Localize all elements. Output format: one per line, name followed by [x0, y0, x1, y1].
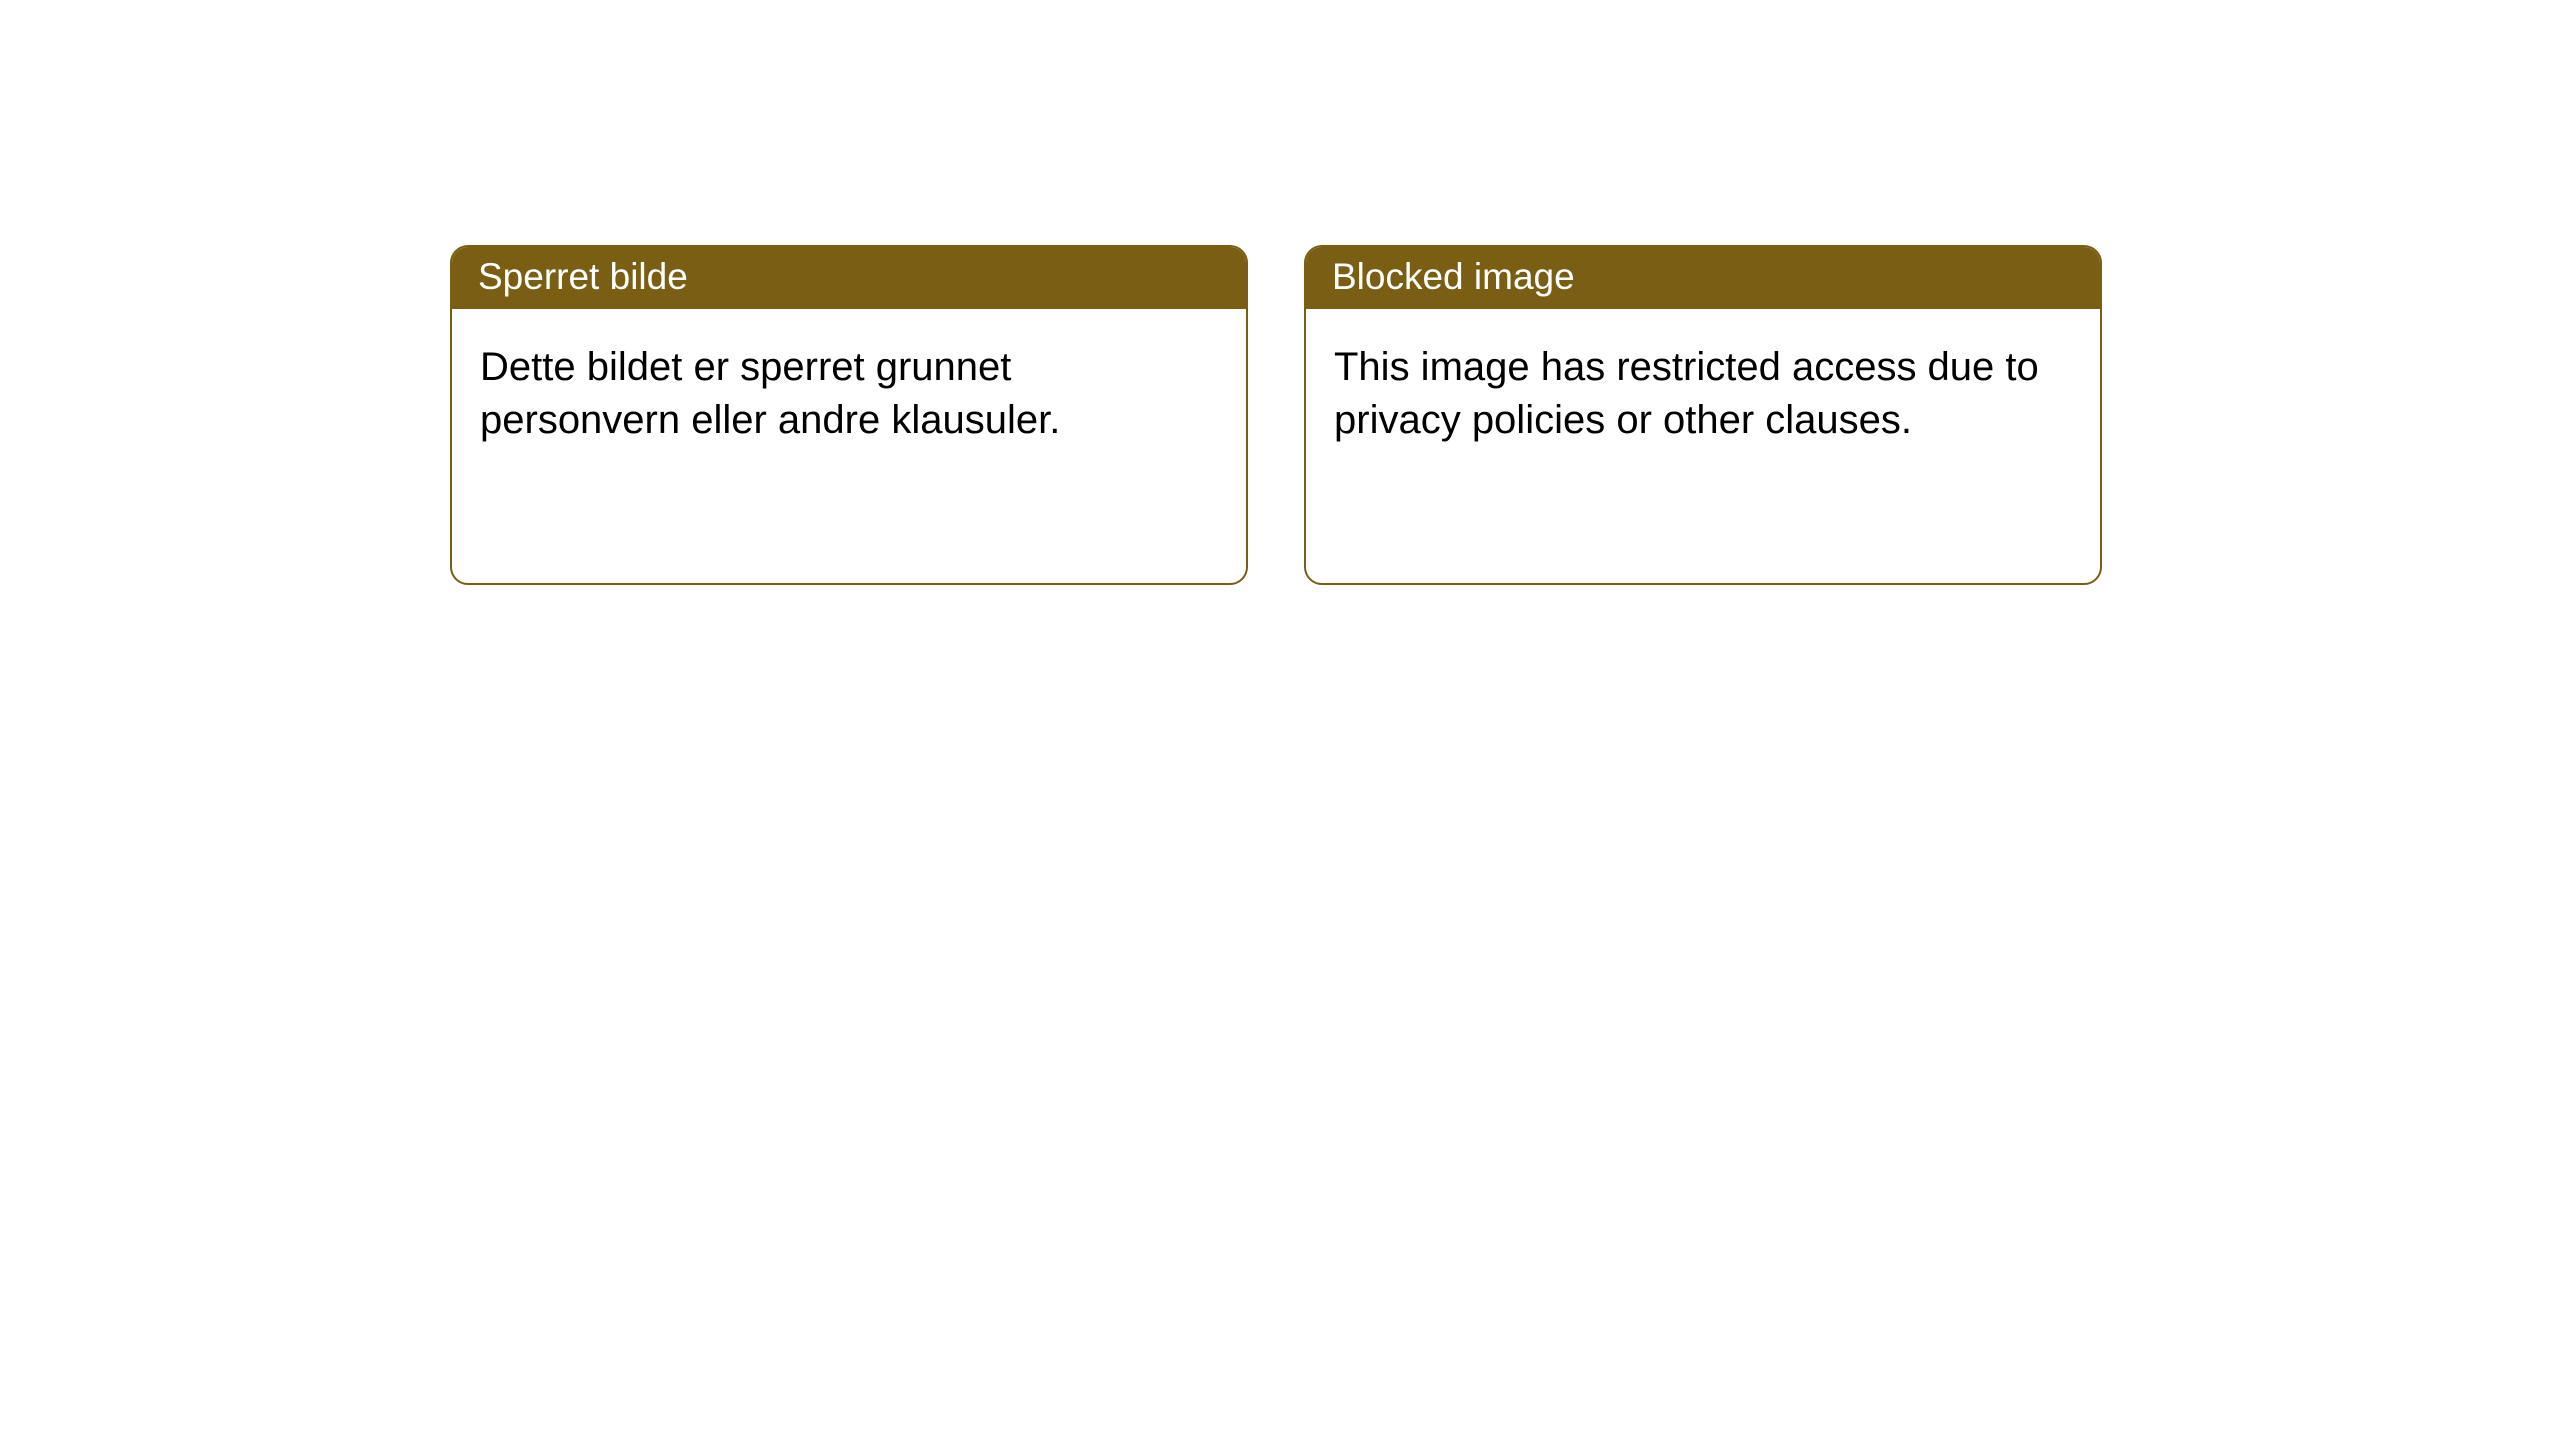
card-title-no: Sperret bilde [452, 247, 1246, 309]
blocked-image-card-no: Sperret bilde Dette bildet er sperret gr… [450, 245, 1248, 585]
notice-row: Sperret bilde Dette bildet er sperret gr… [0, 0, 2560, 585]
card-title-en: Blocked image [1306, 247, 2100, 309]
blocked-image-card-en: Blocked image This image has restricted … [1304, 245, 2102, 585]
card-body-no: Dette bildet er sperret grunnet personve… [452, 309, 1246, 583]
card-body-en: This image has restricted access due to … [1306, 309, 2100, 583]
